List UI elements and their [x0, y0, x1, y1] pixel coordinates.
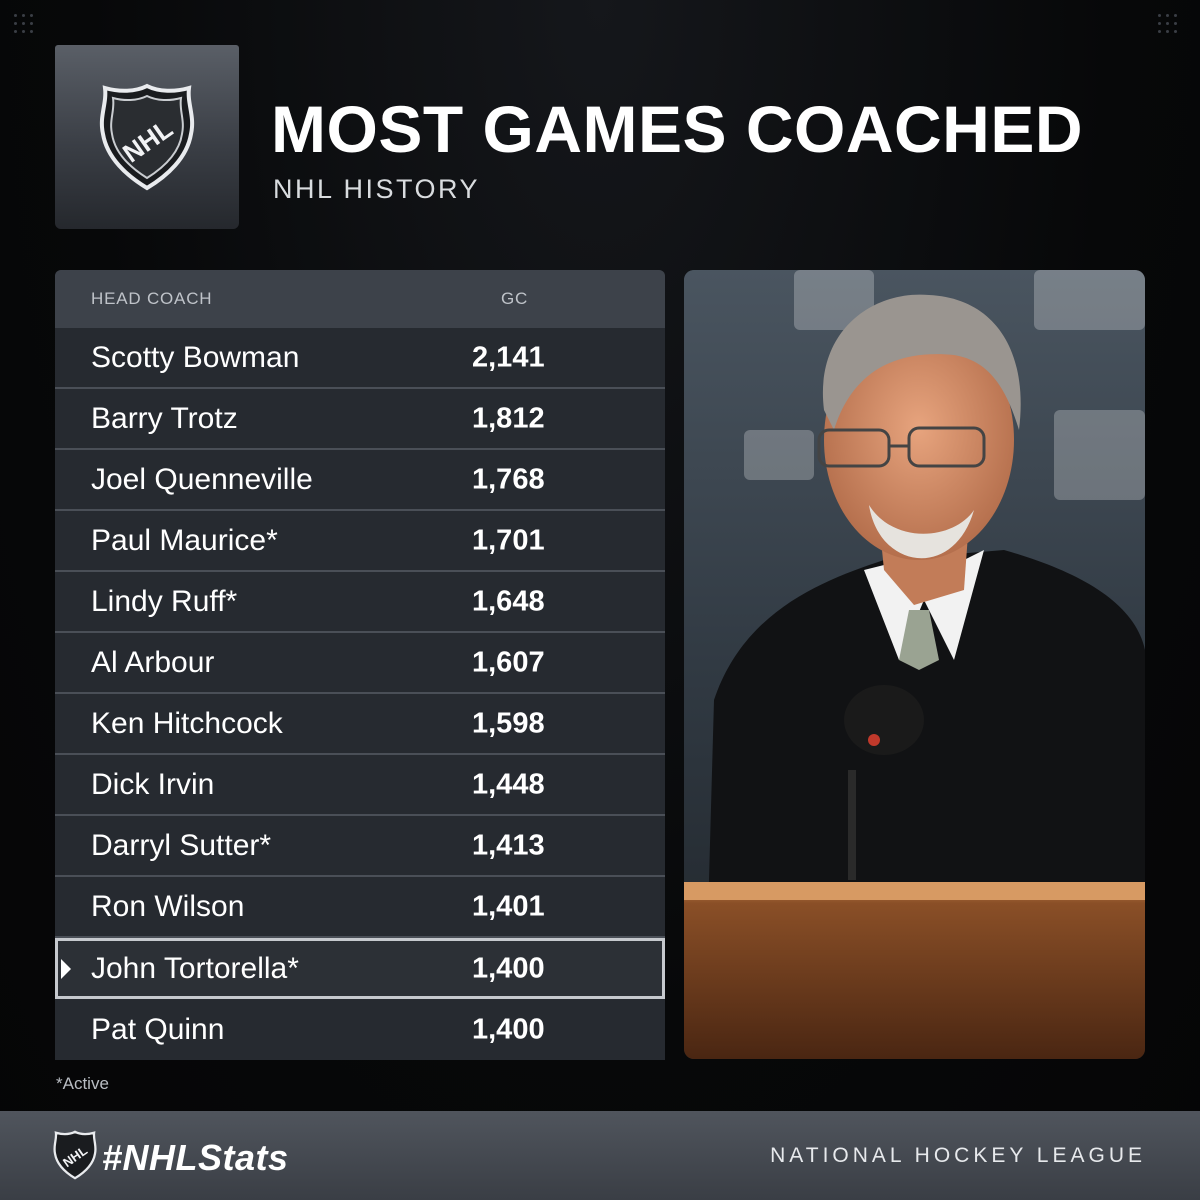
games-coached-value: 2,141 — [472, 341, 545, 373]
games-coached-value: 1,607 — [472, 646, 545, 678]
games-coached-value: 1,768 — [472, 463, 545, 495]
table-row: Pat Quinn 1,400 — [55, 999, 665, 1060]
column-header-head-coach: HEAD COACH — [91, 289, 213, 308]
coaches-table: HEAD COACH GC Scotty Bowman 2,141 Barry Tr… — [55, 270, 665, 1060]
games-coached-value: 1,448 — [472, 768, 545, 800]
coach-photo-illustration — [684, 270, 1145, 1059]
page-title: MOST GAMES COACHED — [271, 92, 1084, 166]
games-coached-value: 1,413 — [472, 829, 545, 861]
table-row: Darryl Sutter* 1,413 — [55, 816, 665, 877]
games-coached-value: 1,400 — [472, 1013, 545, 1045]
table-row: Barry Trotz 1,812 — [55, 389, 665, 450]
table-row: Joel Quenneville 1,768 — [55, 450, 665, 511]
coach-name: John Tortorella* — [91, 951, 299, 985]
coach-name: Lindy Ruff* — [91, 584, 238, 618]
corner-dots-decoration — [14, 14, 42, 38]
footer-bar: NHL #NHLStats NATIONAL HOCKEY LEAGUE — [0, 1111, 1200, 1200]
coach-photo — [684, 270, 1145, 1059]
page-subtitle: NHL HISTORY — [273, 174, 481, 204]
table-row: Dick Irvin 1,448 — [55, 755, 665, 816]
coach-name: Dick Irvin — [91, 767, 215, 801]
games-coached-value: 1,401 — [472, 890, 545, 922]
table-row: Ken Hitchcock 1,598 — [55, 694, 665, 755]
games-coached-value: 1,812 — [472, 402, 545, 434]
games-coached-value: 1,400 — [472, 952, 545, 984]
coach-name: Pat Quinn — [91, 1012, 225, 1046]
coach-name: Barry Trotz — [91, 401, 238, 435]
row-pointer-icon — [61, 958, 71, 979]
table-row: Al Arbour 1,607 — [55, 633, 665, 694]
table-row: Ron Wilson 1,401 — [55, 877, 665, 938]
corner-dots-decoration — [1158, 14, 1186, 38]
column-header-gc: GC — [501, 289, 529, 308]
table-row: Lindy Ruff* 1,648 — [55, 572, 665, 633]
nhl-shield-icon: NHL — [99, 83, 195, 191]
nhl-logo-tile: NHL — [55, 45, 239, 229]
table-row-highlighted: John Tortorella* 1,400 — [55, 938, 665, 999]
coach-name: Ron Wilson — [91, 889, 245, 923]
games-coached-value: 1,701 — [472, 524, 545, 556]
coach-name: Joel Quenneville — [91, 462, 313, 496]
coach-name: Ken Hitchcock — [91, 706, 283, 740]
coach-name: Scotty Bowman — [91, 340, 300, 374]
games-coached-value: 1,648 — [472, 585, 545, 617]
league-name: NATIONAL HOCKEY LEAGUE — [770, 1144, 1146, 1167]
table-header: HEAD COACH GC — [55, 270, 665, 328]
table-row: Paul Maurice* 1,701 — [55, 511, 665, 572]
coach-name: Paul Maurice* — [91, 523, 278, 557]
table-row: Scotty Bowman 2,141 — [55, 328, 665, 389]
games-coached-value: 1,598 — [472, 707, 545, 739]
coach-name: Darryl Sutter* — [91, 828, 272, 862]
active-footnote: *Active — [56, 1074, 109, 1093]
coach-name: Al Arbour — [91, 645, 215, 679]
nhlstats-hashtag: #NHLStats — [102, 1137, 289, 1178]
nhl-shield-small-icon: NHL — [53, 1130, 97, 1180]
